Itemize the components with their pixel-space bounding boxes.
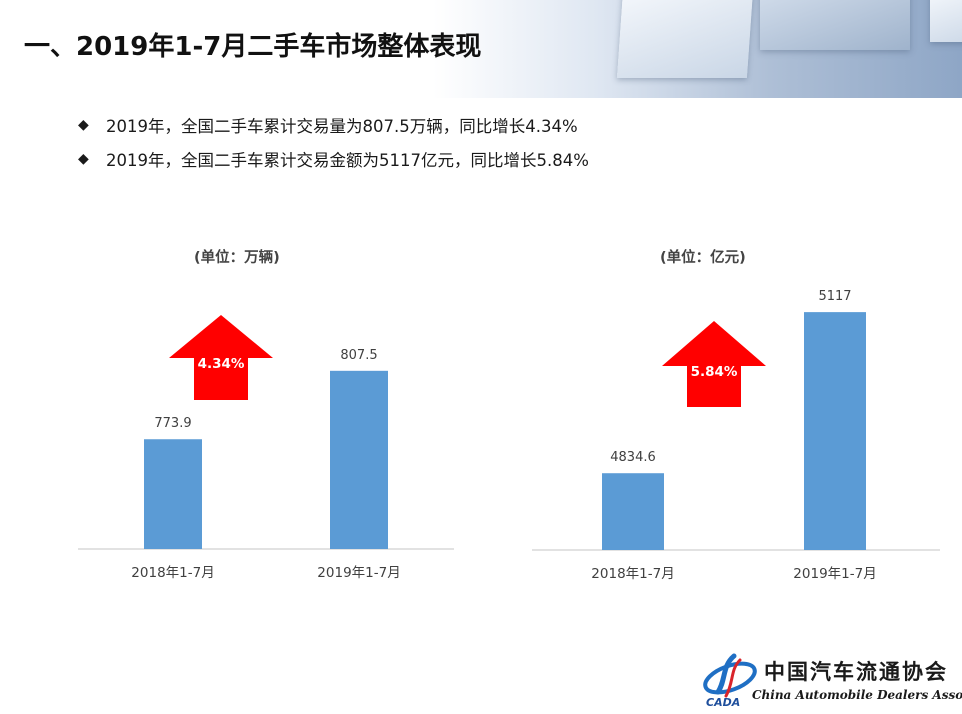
bullet-text: 2019年，全国二手车累计交易量为807.5万辆，同比增长4.34%: [106, 117, 578, 136]
bullet-list: ◆ 2019年，全国二手车累计交易量为807.5万辆，同比增长4.34% ◆ 2…: [78, 108, 589, 176]
logo-name-en: China Automobile Dealers Association: [752, 688, 962, 702]
amount-bar-chart: (单位：亿元) 4834.6 2018年1-7月 5117 2019年1-7月 5.84…: [532, 230, 940, 600]
bullet-item: ◆ 2019年，全国二手车累计交易金额为5117亿元，同比增长5.84%: [78, 142, 589, 176]
logo-name-cn: 中国汽车流通协会: [764, 659, 948, 684]
growth-rate-label: 4.34%: [198, 356, 245, 372]
decorative-cube: [616, 0, 754, 78]
data-label: 5117: [818, 289, 851, 304]
cada-logo: CADA 中国汽车流通协会 China Automobile Dealers A…: [700, 652, 962, 710]
category-tick-label: 2019年1-7月: [317, 565, 400, 581]
data-label: 4834.6: [610, 450, 656, 465]
bullet-text: 2019年，全国二手车累计交易金额为5117亿元，同比增长5.84%: [106, 151, 589, 170]
bar: [144, 439, 202, 549]
bar: [804, 312, 866, 550]
category-tick-label: 2018年1-7月: [591, 566, 674, 582]
header-banner: 一、2019年1-7月二手车市场整体表现: [0, 0, 962, 98]
bullet-item: ◆ 2019年，全国二手车累计交易量为807.5万辆，同比增长4.34%: [78, 108, 589, 142]
logo-abbr: CADA: [706, 696, 740, 709]
growth-arrow-icon: [662, 321, 766, 407]
unit-label: (单位：亿元): [660, 250, 746, 266]
growth-rate-label: 5.84%: [691, 364, 738, 380]
diamond-bullet-icon: ◆: [78, 117, 89, 133]
category-tick-label: 2018年1-7月: [131, 565, 214, 581]
amount-chart-svg: 4834.6 2018年1-7月 5117 2019年1-7月 5.84%: [532, 289, 940, 582]
category-tick-label: 2019年1-7月: [793, 566, 876, 582]
page-title: 一、2019年1-7月二手车市场整体表现: [24, 32, 482, 62]
data-label: 773.9: [154, 416, 191, 431]
diamond-bullet-icon: ◆: [78, 151, 89, 167]
decorative-cube: [930, 0, 962, 42]
data-label: 807.5: [340, 348, 377, 363]
growth-arrow-icon: [169, 315, 273, 400]
unit-label: (单位：万辆): [194, 250, 280, 266]
bar: [602, 473, 664, 550]
decorative-cube: [760, 0, 910, 50]
volume-chart-svg: 773.9 2018年1-7月 807.5 2019年1-7月 4.34%: [78, 315, 454, 581]
bar: [330, 370, 388, 549]
cada-emblem-icon: CADA: [703, 653, 757, 709]
volume-bar-chart: (单位：万辆) 773.9 2018年1-7月 807.5 2019年1-7月 4.34…: [78, 230, 454, 600]
